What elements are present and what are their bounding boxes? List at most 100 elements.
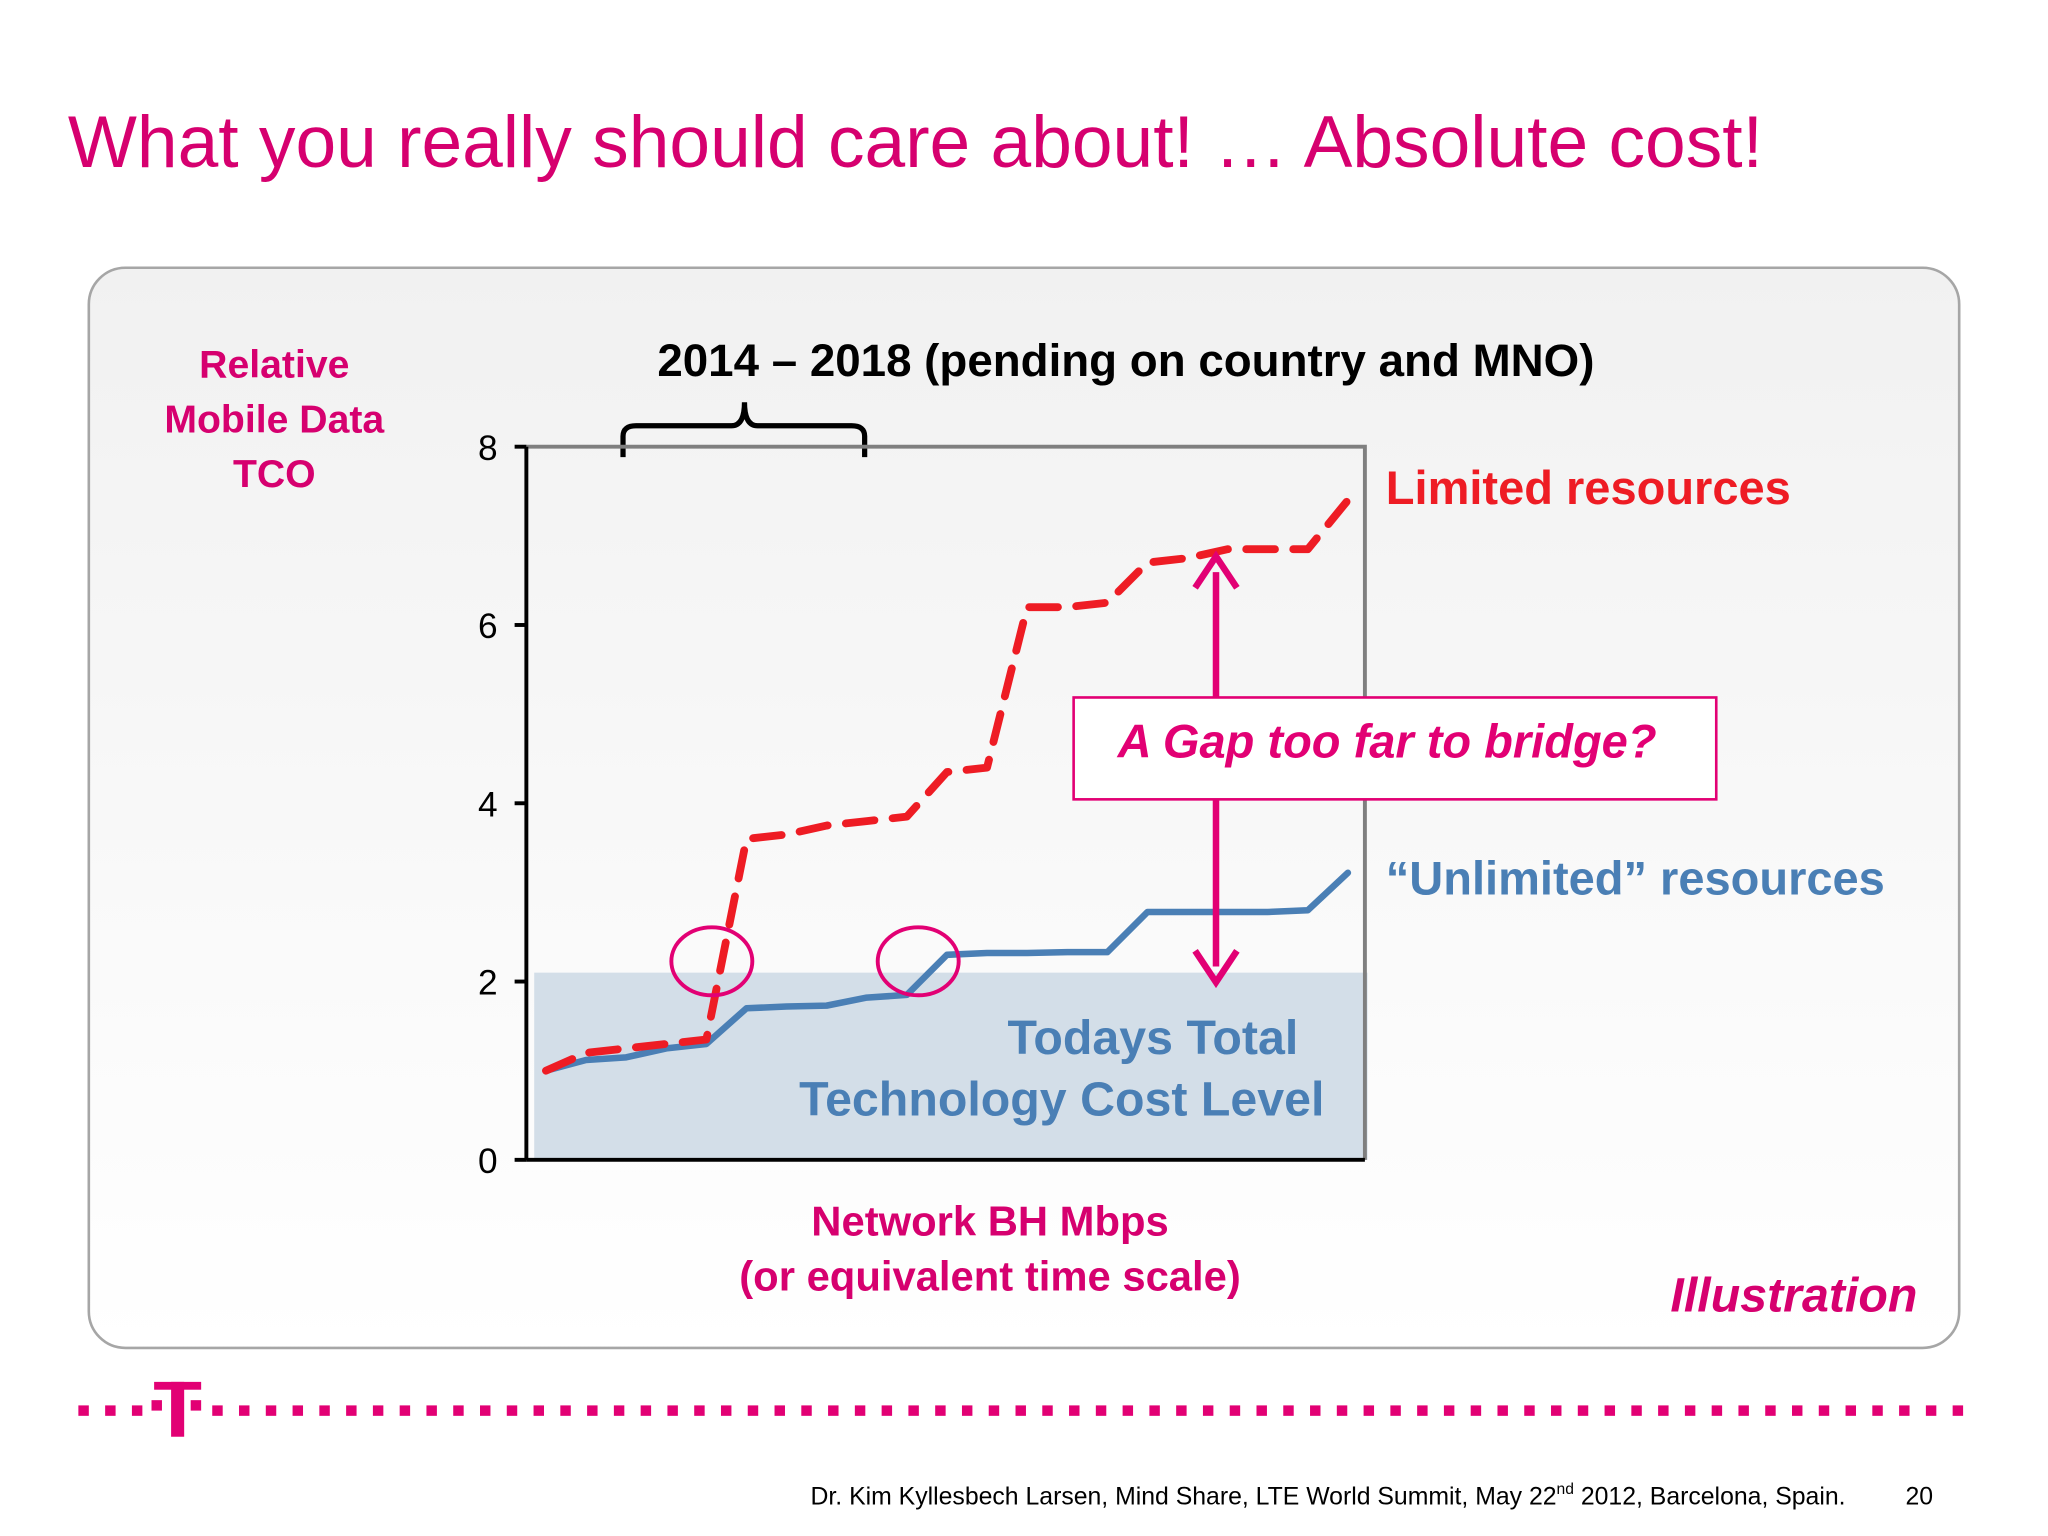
footer-dot [1738, 1405, 1749, 1416]
footer-dot [1122, 1405, 1134, 1416]
footer-dot [881, 1405, 893, 1416]
y-tick-label: 0 [478, 1142, 498, 1181]
footer-dot [533, 1405, 544, 1416]
footer-dot [720, 1405, 732, 1416]
footer-dot [78, 1405, 89, 1416]
footer-dot [667, 1405, 678, 1416]
y-label-line: Mobile Data [164, 398, 385, 441]
footer-dot [105, 1405, 116, 1416]
footer-dot [613, 1405, 625, 1416]
footer-dot [1283, 1405, 1294, 1416]
footer-dot [988, 1405, 1000, 1416]
footer-dot [774, 1405, 785, 1416]
footer-dot [640, 1405, 652, 1416]
gap-box [1072, 696, 1718, 801]
x-label-line: (or equivalent time scale) [739, 1252, 1241, 1299]
logo [151, 1381, 202, 1437]
footer-dot [239, 1405, 250, 1416]
footer-dot [399, 1405, 411, 1416]
footer-dot [1497, 1405, 1508, 1416]
footer-dot [1176, 1405, 1187, 1416]
footer-dot [1792, 1405, 1803, 1416]
credit-text: Dr. Kim Kyllesbech Larsen, Mind Share, L… [811, 1484, 1557, 1511]
footer-dot [1310, 1405, 1321, 1416]
footer-dot [828, 1405, 839, 1416]
credit-sup: nd [1557, 1481, 1574, 1498]
plot-frame [526, 444, 1367, 1160]
slide-title: What you really should care about! … Abs… [68, 102, 1763, 183]
footer-dot [694, 1405, 705, 1416]
y-tick-label: 6 [478, 607, 498, 646]
footer-dot [372, 1405, 384, 1416]
footer-dot [319, 1405, 330, 1416]
footer-dot [1069, 1405, 1080, 1416]
arrow-head [1192, 949, 1240, 989]
footer-dot [801, 1405, 812, 1416]
y-tick-label: 4 [478, 785, 498, 824]
footer-dot [1095, 1405, 1107, 1416]
footer-dot [587, 1405, 598, 1416]
footer-dot [346, 1405, 357, 1416]
y-tick-label: 8 [478, 429, 498, 468]
footer-dot [1631, 1405, 1642, 1416]
page-number: 20 [1905, 1484, 1933, 1511]
footer-dot [935, 1405, 946, 1416]
x-label-line: Network BH Mbps [811, 1198, 1169, 1245]
x-axis-label: Network BH Mbps (or equivalent time scal… [739, 1198, 1241, 1300]
footer-dot [1658, 1405, 1669, 1416]
footer-dot [1604, 1405, 1616, 1416]
footer-dot [1256, 1405, 1267, 1416]
footer-dot [1551, 1405, 1562, 1416]
y-label-line: Relative [199, 343, 349, 386]
footer-dot [1443, 1405, 1455, 1416]
footer-dot [747, 1405, 759, 1416]
y-axis-label: Relative Mobile Data TCO [164, 343, 385, 496]
highlight-circle [875, 925, 961, 998]
footer-dot [1363, 1405, 1375, 1416]
y-tick-label: 2 [478, 964, 498, 1003]
footer-dot [265, 1405, 277, 1416]
footer-dot [453, 1405, 464, 1416]
footer-dot [1765, 1405, 1776, 1416]
footer-dot [1149, 1405, 1160, 1416]
credit-text: 2012, Barcelona, Spain. [1574, 1484, 1846, 1511]
footer-dot [1390, 1405, 1401, 1416]
footer-dot [1925, 1405, 1937, 1416]
footer-dot [1711, 1405, 1723, 1416]
band-label: Todays Total [1007, 1011, 1298, 1065]
footer-dot [1872, 1405, 1883, 1416]
footer-credit: Dr. Kim Kyllesbech Larsen, Mind Share, L… [811, 1481, 1846, 1510]
footer-dot [1229, 1405, 1241, 1416]
footer-dot [908, 1405, 919, 1416]
brace [620, 402, 868, 458]
band-label: Technology Cost Level [799, 1072, 1324, 1126]
footer-dot [292, 1405, 304, 1416]
footer-dot [1470, 1405, 1482, 1416]
highlight-circle [669, 925, 755, 998]
footer-dot [1952, 1405, 1964, 1416]
footer-dot [131, 1405, 143, 1416]
series-label: Limited resources [1386, 461, 1791, 514]
gap-annotation: A Gap too far to bridge? [1117, 715, 1657, 768]
footer-dot [1336, 1405, 1348, 1416]
series-line [542, 496, 1352, 1075]
plot: Todays Total Technology Cost Level 0 2 4 6 8 “U… [478, 429, 1885, 1181]
footer-dot [480, 1405, 491, 1416]
footer-dot [1684, 1405, 1696, 1416]
footer-dot [560, 1405, 571, 1416]
footer-dot [1818, 1405, 1830, 1416]
period-annotation: 2014 – 2018 (pending on country and MNO) [657, 335, 1594, 386]
footer-dot [1417, 1405, 1428, 1416]
footer-dot [1524, 1405, 1535, 1416]
footer-rule [78, 1405, 1964, 1416]
footer-dot [1202, 1405, 1214, 1416]
footer-dot [506, 1405, 518, 1416]
arrow-head [1192, 550, 1240, 590]
footer-dot [212, 1405, 223, 1416]
footer-dot [854, 1405, 866, 1416]
footer-dot [426, 1405, 437, 1416]
cost-band [534, 972, 1368, 1160]
illustration-note: Illustration [1670, 1268, 1917, 1322]
y-label-line: TCO [233, 453, 316, 496]
